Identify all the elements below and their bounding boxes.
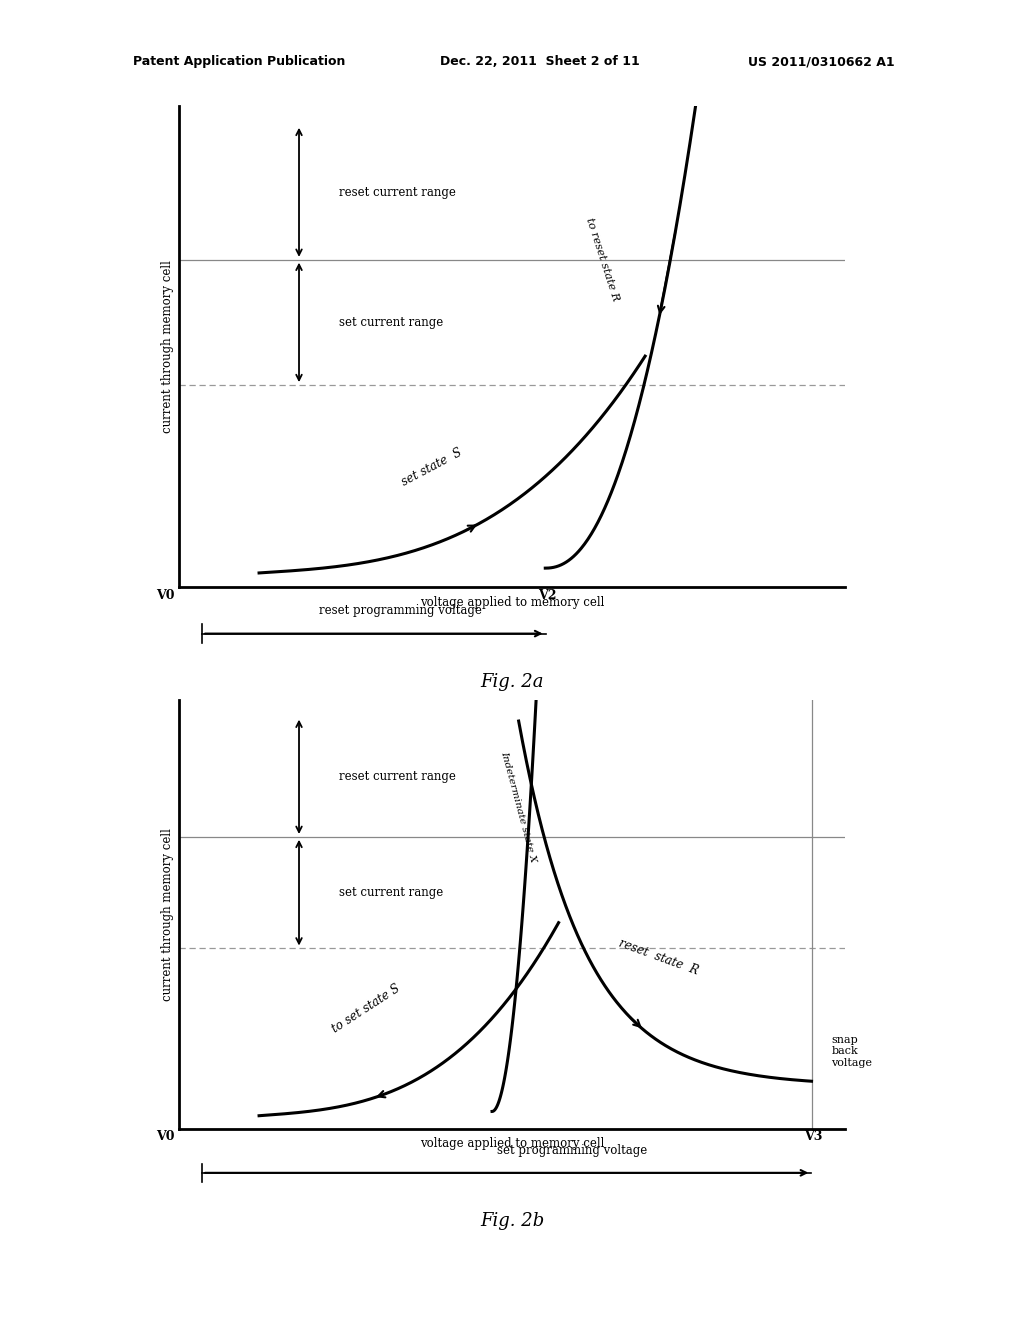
Text: Dec. 22, 2011  Sheet 2 of 11: Dec. 22, 2011 Sheet 2 of 11 [440,55,640,69]
Text: to reset state R: to reset state R [584,216,621,302]
Text: Indeterminate state X: Indeterminate state X [500,750,538,863]
Text: to set state S: to set state S [329,982,402,1035]
Text: US 2011/0310662 A1: US 2011/0310662 A1 [748,55,894,69]
Text: Fig. 2b: Fig. 2b [480,1212,544,1230]
Y-axis label: current through memory cell: current through memory cell [161,260,174,433]
Text: reset current range: reset current range [339,771,456,783]
Text: reset  state  R: reset state R [616,937,700,977]
Text: set state  S: set state S [399,446,465,488]
Text: snap
back
voltage: snap back voltage [831,1035,872,1068]
Text: V2: V2 [538,589,556,602]
X-axis label: voltage applied to memory cell: voltage applied to memory cell [420,1137,604,1150]
Text: V3: V3 [804,1130,822,1143]
X-axis label: voltage applied to memory cell: voltage applied to memory cell [420,595,604,609]
Text: set current range: set current range [339,315,443,329]
Text: reset programming voltage: reset programming voltage [319,603,482,616]
Y-axis label: current through memory cell: current through memory cell [161,828,174,1001]
Text: V0: V0 [157,1130,175,1143]
Text: Patent Application Publication: Patent Application Publication [133,55,345,69]
Text: Fig. 2a: Fig. 2a [480,673,544,692]
Text: reset current range: reset current range [339,186,456,199]
Text: V0: V0 [157,589,175,602]
Text: set programming voltage: set programming voltage [497,1144,647,1156]
Text: set current range: set current range [339,886,443,899]
